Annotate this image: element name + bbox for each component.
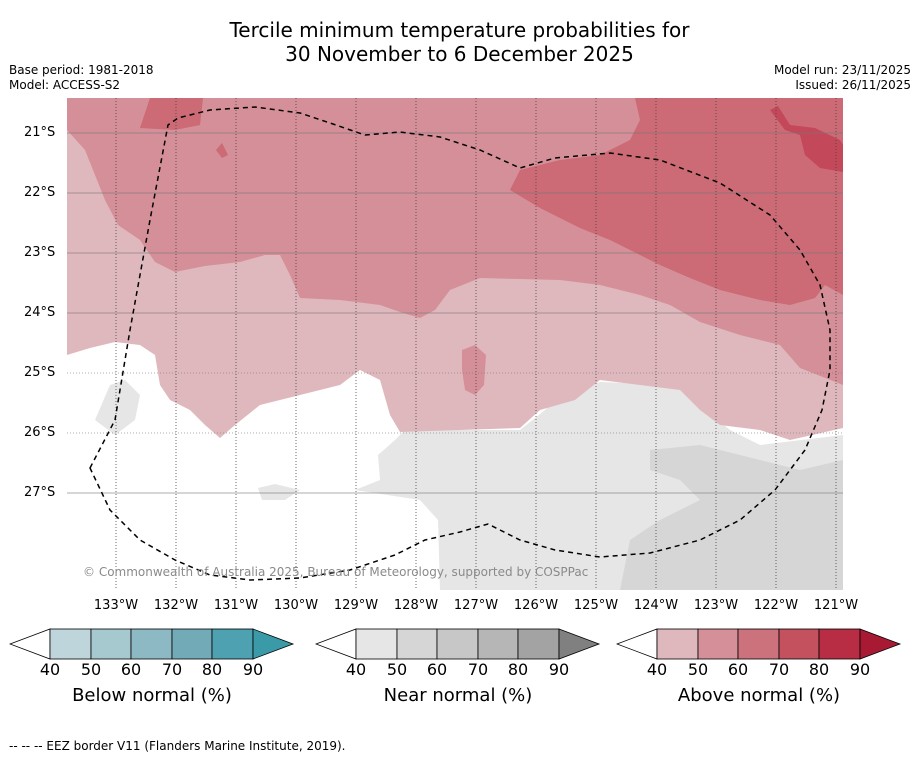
latitude-gridlines	[67, 132, 843, 494]
legend-near-tick: 80	[507, 660, 529, 679]
meta-left: Base period: 1981-2018 Model: ACCESS-S2	[9, 63, 154, 93]
legend-near-tick: 90	[548, 660, 570, 679]
legend-above-tick: 70	[768, 660, 790, 679]
legend-below-swatch-60	[130, 628, 173, 660]
lat-label-26s: 26°S	[24, 425, 56, 440]
title-line-2: 30 November to 6 December 2025	[285, 42, 634, 66]
lat-label-25s: 25°S	[24, 365, 56, 380]
above-normal-50-patch-blob	[462, 345, 486, 395]
legend-above-tick: 50	[687, 660, 709, 679]
legend-below-swatch-40	[49, 628, 92, 660]
legend-above-tick: 90	[849, 660, 871, 679]
legend-above-arrow-right	[859, 628, 902, 660]
issued-date: Issued: 26/11/2025	[795, 78, 911, 92]
copyright-notice: © Commonwealth of Australia 2025, Bureau…	[83, 565, 589, 579]
legend-above-swatch-40	[656, 628, 699, 660]
legend-near-arrow-right	[558, 628, 601, 660]
legend-near-tick: 70	[467, 660, 489, 679]
legend-near-arrow-left	[315, 628, 357, 660]
legend-below-tick: 50	[80, 660, 102, 679]
legend-below-colorbar	[9, 628, 295, 660]
legend-near-swatch-40	[355, 628, 398, 660]
legend-near-normal	[315, 628, 605, 660]
lon-label-121w: 121°W	[813, 598, 859, 613]
legend-below-tick: 40	[39, 660, 61, 679]
above-normal-60-patch-small	[216, 143, 228, 158]
lon-label-129w: 129°W	[333, 598, 379, 613]
legend-above-swatch-70	[778, 628, 820, 660]
legend-above-colorbar	[616, 628, 902, 660]
legend-above-swatch-50	[697, 628, 739, 660]
lon-label-128w: 128°W	[393, 598, 439, 613]
title-line-1: Tercile minimum temperature probabilitie…	[229, 18, 690, 42]
lon-label-125w: 125°W	[573, 598, 619, 613]
legend-below-tick: 80	[201, 660, 223, 679]
above-normal-60-patch-nw	[140, 98, 203, 130]
legend-near-tick: 40	[345, 660, 367, 679]
legend-near-swatch-80	[517, 628, 560, 660]
lon-label-126w: 126°W	[513, 598, 559, 613]
legend-below-arrow-right	[252, 628, 295, 660]
above-normal-70-region	[770, 106, 843, 172]
legend-below-tick: 90	[242, 660, 264, 679]
legend-below-normal	[9, 628, 299, 660]
probability-map	[67, 98, 843, 590]
near-normal-50-region	[620, 445, 843, 590]
lon-label-123w: 123°W	[693, 598, 739, 613]
legend-near-title: Near normal (%)	[383, 685, 533, 706]
lon-label-131w: 131°W	[213, 598, 259, 613]
lat-label-21s: 21°S	[24, 125, 56, 140]
legend-near-swatch-60	[436, 628, 479, 660]
legend-above-title: Above normal (%)	[677, 685, 841, 706]
legend-below-arrow-left	[9, 628, 51, 660]
legend-below-title: Below normal (%)	[72, 685, 232, 706]
model-name: Model: ACCESS-S2	[9, 78, 121, 92]
legend-above-tick: 80	[808, 660, 830, 679]
lat-label-22s: 22°S	[24, 185, 56, 200]
legend-above-swatch-60	[737, 628, 780, 660]
legend-below-swatch-70	[171, 628, 213, 660]
meta-right: Model run: 23/11/2025 Issued: 26/11/2025	[774, 63, 911, 93]
lon-label-124w: 124°W	[633, 598, 679, 613]
legend-below-tick: 70	[161, 660, 183, 679]
legend-above-swatch-80	[818, 628, 861, 660]
legend-below-tick: 60	[120, 660, 142, 679]
near-normal-patch-mid	[258, 484, 300, 500]
legend-near-tick: 50	[386, 660, 408, 679]
lon-label-132w: 132°W	[153, 598, 199, 613]
legend-above-arrow-left	[616, 628, 658, 660]
eez-footnote: -- -- -- EEZ border V11 (Flanders Marine…	[9, 739, 346, 753]
lon-label-133w: 133°W	[93, 598, 139, 613]
legend-above-normal	[616, 628, 906, 660]
longitude-gridlines	[115, 98, 837, 590]
legend-below-swatch-80	[211, 628, 254, 660]
eez-border	[89, 106, 831, 581]
base-period: Base period: 1981-2018	[9, 63, 154, 77]
model-run: Model run: 23/11/2025	[773, 63, 911, 77]
lat-label-23s: 23°S	[24, 245, 56, 260]
legend-near-colorbar	[315, 628, 601, 660]
lon-label-127w: 127°W	[453, 598, 499, 613]
legend-near-tick: 60	[426, 660, 448, 679]
legend-near-swatch-50	[396, 628, 438, 660]
lon-label-122w: 122°W	[753, 598, 799, 613]
legend-below-swatch-50	[90, 628, 132, 660]
map-title: Tercile minimum temperature probabilitie…	[0, 18, 919, 66]
lat-label-27s: 27°S	[24, 485, 56, 500]
legend-above-tick: 40	[646, 660, 668, 679]
legend-near-swatch-70	[477, 628, 519, 660]
lat-label-24s: 24°S	[24, 305, 56, 320]
lon-label-130w: 130°W	[273, 598, 319, 613]
legend-above-tick: 60	[727, 660, 749, 679]
map-fill-layer	[67, 98, 843, 590]
